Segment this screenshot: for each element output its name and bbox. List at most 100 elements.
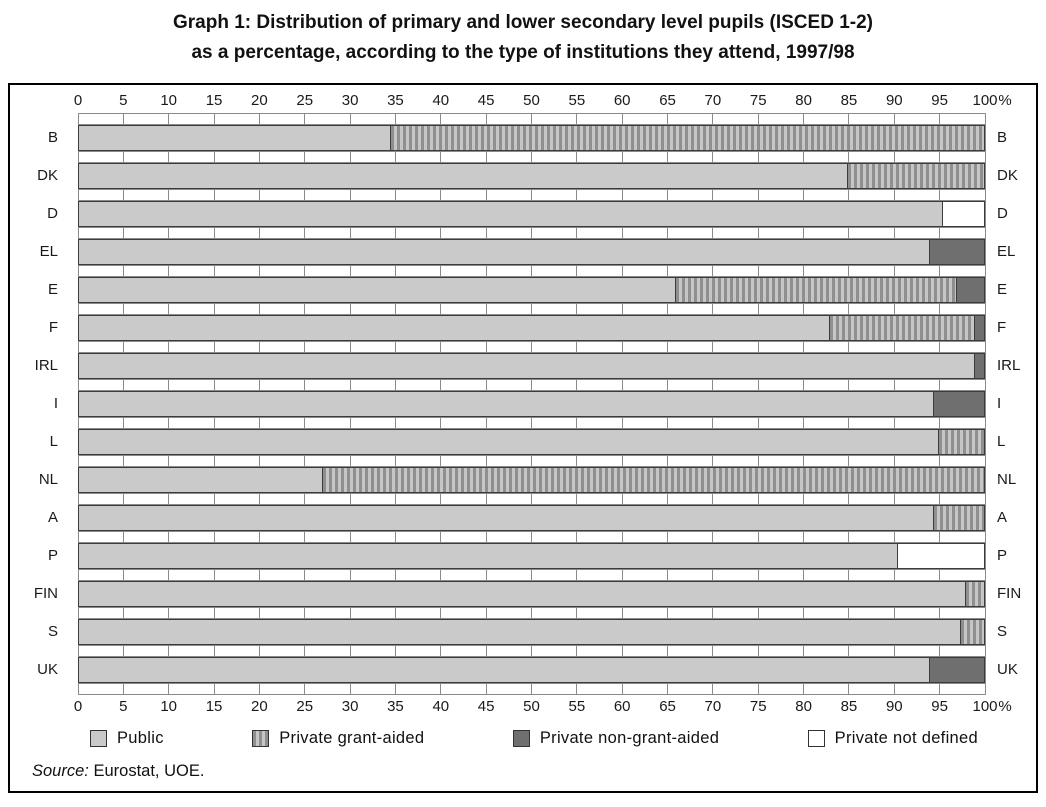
bar-segment-public [79,201,944,226]
grid-strip [78,264,985,277]
stacked-bar-DK [78,162,985,189]
bar-segment-public [79,277,677,302]
legend-item: Private non-grant-aided [512,728,720,748]
country-row [78,200,985,227]
legend-item: Private not defined [807,728,978,748]
grid-strip [78,606,985,619]
axis-tick: 70 [704,91,722,109]
bar-segment-public [79,391,935,416]
chart-title-line1: Graph 1: Distribution of primary and low… [173,12,873,33]
bar-segment-public [79,353,975,378]
bar-segment-nongrant [929,239,984,264]
axis-tick: 40 [432,697,450,715]
legend-item: Private grant-aided [252,729,424,748]
stacked-bar-E [78,276,985,303]
stacked-bar-P [78,542,985,569]
country-row [78,618,985,645]
axis-unit-label: % [998,91,1012,109]
axis-tick: 25 [296,91,314,109]
axis-tick: 65 [659,91,676,109]
country-label-left-F: F [48,318,58,336]
country-label-right-A: A [997,508,1008,526]
country-label-right-IRL: IRL [997,356,1021,374]
axis-tick: 10 [160,697,178,715]
axis-unit-label: % [998,697,1012,715]
figure-box: 0 5 10 15 20 25 30 35 40 45 50 55 60 65 70 75 80 85 90 95 10… [8,82,1038,793]
axis-tick: 5 [119,697,128,715]
axis-tick: 75 [749,91,767,109]
legend-label: Private non-grant-aided [539,728,720,747]
axis-tick: 85 [840,91,858,109]
stacked-bar-B [78,124,985,151]
bar-segment-nongrant [974,315,984,340]
grid-strip [78,568,985,581]
legend-label: Private grant-aided [279,728,425,747]
axis-tick: 40 [432,91,450,109]
x-axis-top: 0 5 10 15 20 25 30 35 40 45 50 55 60 65 70 75 80 85 90 95 10… [10,89,1036,113]
chart-title: Graph 1: Distribution of primary and low… [0,0,1046,69]
axis-tick: 50 [523,697,540,715]
bar-segment-public [79,315,831,340]
country-row [78,390,985,417]
chart-title-line2: as a percentage, according to the type o… [191,42,855,64]
country-row [78,656,985,683]
country-label-right-EL: EL [997,242,1016,260]
axis-tick: 30 [341,91,359,109]
axis-tick: 5 [119,91,128,109]
axis-tick: 25 [296,697,314,715]
country-label-left-I: I [53,394,58,412]
bar-segment-public [79,619,962,644]
country-label-left-DK: DK [37,166,58,184]
bar-segment-public [79,239,930,264]
bar-segment-grant [965,581,984,606]
bar-segment-public [79,581,966,606]
country-label-right-NL: NL [997,470,1017,488]
bar-segment-public [79,429,939,454]
country-label-left-S: S [47,622,58,640]
country-label-right-S: S [997,622,1008,640]
country-label-right-I: I [997,394,1002,412]
stacked-bar-I [78,390,985,417]
grid-strip [78,378,985,391]
legend-swatch-notdef [807,729,825,747]
source-text: Eurostat, UOE. [93,761,205,780]
bar-segment-public [79,657,930,682]
country-label-left-E: E [47,280,58,298]
axis-tick: 95 [931,697,948,715]
axis-tick: 15 [205,91,223,109]
country-label-right-D: D [997,204,1008,222]
bar-segment-nongrant [956,277,984,302]
bar-segment-grant [938,429,984,454]
axis-tick: 85 [840,697,858,715]
axis-tick: 75 [749,697,767,715]
axis-tick: 20 [251,91,268,109]
bar-segment-nongrant [929,657,984,682]
grid-strip [78,112,985,125]
country-label-left-NL: NL [38,470,58,488]
axis-tick: 0 [73,91,83,109]
country-label-right-E: E [997,280,1008,298]
stacked-bar-IRL [78,352,985,379]
axis-tick: 50 [523,91,540,109]
stacked-bar-F [78,314,985,341]
country-label-right-UK: UK [997,660,1018,678]
axis-tick: 0 [73,697,83,715]
legend-swatch-public [90,729,107,747]
legend-item: Public [90,729,164,748]
country-row [78,428,985,455]
country-row [78,580,985,607]
country-label-left-L: L [49,432,58,450]
bar-segment-public [79,163,849,188]
country-label-left-IRL: IRL [34,356,58,374]
axis-tick: 70 [704,697,722,715]
axis-tick: 100 [972,697,998,715]
country-label-left-A: A [47,508,58,526]
bar-segment-nongrant [974,353,984,378]
grid-strip [78,150,985,163]
axis-tick: 15 [205,697,223,715]
bar-segment-grant [848,163,984,188]
legend-label: Private not defined [834,728,978,747]
country-row [78,504,985,531]
bar-rows [78,112,985,695]
axis-track: 0 5 10 15 20 25 30 35 40 45 50 55 60 65 70 75 80 85 90 95 10… [74,89,1012,113]
